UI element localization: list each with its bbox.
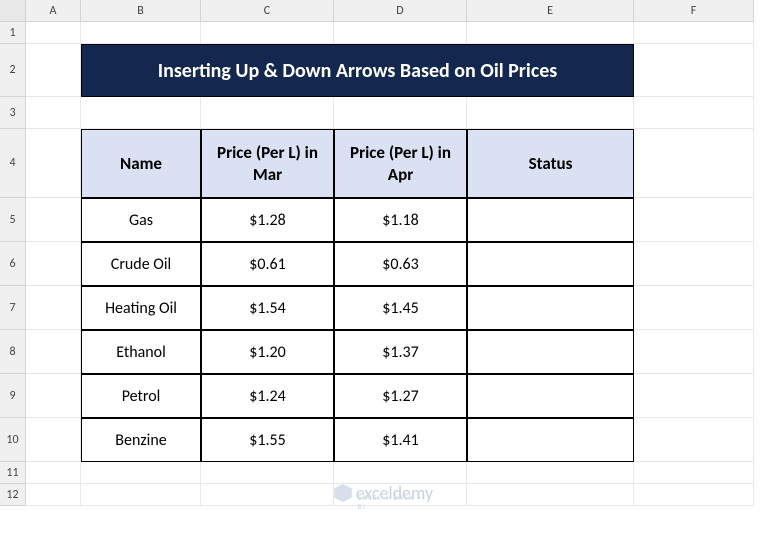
cell[interactable]	[26, 418, 81, 462]
th-name[interactable]: Name	[81, 129, 201, 198]
cell[interactable]	[26, 374, 81, 418]
cell[interactable]	[634, 330, 754, 374]
row-header-10[interactable]: 10	[0, 418, 26, 462]
cell[interactable]	[26, 198, 81, 242]
cell[interactable]	[81, 97, 201, 129]
row-header-5[interactable]: 5	[0, 198, 26, 242]
th-mar[interactable]: Price (Per L) in Mar	[201, 129, 334, 198]
row-header-3[interactable]: 3	[0, 97, 26, 129]
cell[interactable]	[26, 286, 81, 330]
col-header-F[interactable]: F	[634, 0, 754, 22]
title-banner[interactable]: Inserting Up & Down Arrows Based on Oil …	[81, 44, 634, 97]
cell[interactable]	[467, 462, 634, 484]
hexagon-icon	[334, 484, 352, 502]
th-status[interactable]: Status	[467, 129, 634, 198]
td-apr[interactable]: $1.45	[334, 286, 467, 330]
row-header-12[interactable]: 12	[0, 484, 26, 506]
td-apr[interactable]: $1.37	[334, 330, 467, 374]
td-status[interactable]	[467, 286, 634, 330]
cell[interactable]	[467, 97, 634, 129]
cell[interactable]	[467, 22, 634, 44]
td-status[interactable]	[467, 418, 634, 462]
cell[interactable]	[634, 286, 754, 330]
cell[interactable]	[634, 129, 754, 198]
select-all-corner[interactable]	[0, 0, 26, 22]
col-header-B[interactable]: B	[81, 0, 201, 22]
cell[interactable]	[81, 22, 201, 44]
cell[interactable]	[634, 462, 754, 484]
cell[interactable]	[634, 484, 754, 506]
cell[interactable]	[334, 462, 467, 484]
cell[interactable]	[26, 97, 81, 129]
td-status[interactable]	[467, 374, 634, 418]
td-apr[interactable]: $1.41	[334, 418, 467, 462]
td-mar[interactable]: $0.61	[201, 242, 334, 286]
cell[interactable]	[634, 22, 754, 44]
row-header-2[interactable]: 2	[0, 44, 26, 97]
td-mar[interactable]: $1.28	[201, 198, 334, 242]
col-header-A[interactable]: A	[26, 0, 81, 22]
col-header-C[interactable]: C	[201, 0, 334, 22]
cell[interactable]	[81, 484, 201, 506]
row-header-11[interactable]: 11	[0, 462, 26, 484]
td-name[interactable]: Gas	[81, 198, 201, 242]
row-header-7[interactable]: 7	[0, 286, 26, 330]
cell[interactable]	[26, 330, 81, 374]
cell[interactable]	[81, 462, 201, 484]
col-header-E[interactable]: E	[467, 0, 634, 22]
td-apr[interactable]: $0.63	[334, 242, 467, 286]
row-header-4[interactable]: 4	[0, 129, 26, 198]
td-mar[interactable]: $1.20	[201, 330, 334, 374]
cell[interactable]	[634, 418, 754, 462]
watermark: exceldemy EXCEL • DATA • BI	[334, 482, 433, 504]
cell[interactable]	[201, 462, 334, 484]
row-header-1[interactable]: 1	[0, 22, 26, 44]
col-header-D[interactable]: D	[334, 0, 467, 22]
td-name[interactable]: Petrol	[81, 374, 201, 418]
td-name[interactable]: Benzine	[81, 418, 201, 462]
td-apr[interactable]: $1.18	[334, 198, 467, 242]
td-mar[interactable]: $1.54	[201, 286, 334, 330]
td-name[interactable]: Ethanol	[81, 330, 201, 374]
th-apr[interactable]: Price (Per L) in Apr	[334, 129, 467, 198]
row-header-9[interactable]: 9	[0, 374, 26, 418]
cell[interactable]	[334, 22, 467, 44]
watermark-sub: EXCEL • DATA • BI	[358, 493, 433, 511]
cell[interactable]	[26, 44, 81, 97]
td-name[interactable]: Heating Oil	[81, 286, 201, 330]
cell[interactable]	[201, 484, 334, 506]
td-mar[interactable]: $1.55	[201, 418, 334, 462]
cell[interactable]	[634, 374, 754, 418]
spreadsheet-grid: A B C D E F 1 2 Inserting Up & Down Arro…	[0, 0, 767, 506]
cell[interactable]	[26, 129, 81, 198]
cell[interactable]	[26, 22, 81, 44]
cell[interactable]	[201, 97, 334, 129]
td-apr[interactable]: $1.27	[334, 374, 467, 418]
cell[interactable]	[467, 484, 634, 506]
row-header-6[interactable]: 6	[0, 242, 26, 286]
cell[interactable]	[634, 44, 754, 97]
cell[interactable]	[634, 97, 754, 129]
cell[interactable]	[26, 242, 81, 286]
td-status[interactable]	[467, 198, 634, 242]
cell[interactable]	[26, 484, 81, 506]
td-name[interactable]: Crude Oil	[81, 242, 201, 286]
cell[interactable]	[334, 97, 467, 129]
td-status[interactable]	[467, 242, 634, 286]
td-mar[interactable]: $1.24	[201, 374, 334, 418]
td-status[interactable]	[467, 330, 634, 374]
cell[interactable]	[26, 462, 81, 484]
cell[interactable]	[634, 198, 754, 242]
cell[interactable]	[634, 242, 754, 286]
cell[interactable]	[201, 22, 334, 44]
row-header-8[interactable]: 8	[0, 330, 26, 374]
